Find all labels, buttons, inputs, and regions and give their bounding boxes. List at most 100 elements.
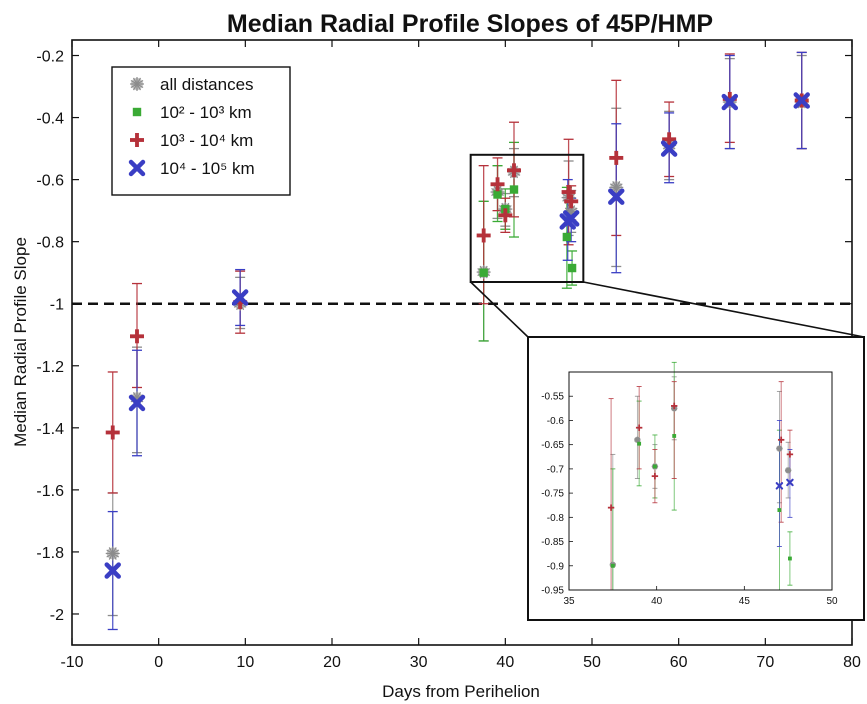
- chart-title: Median Radial Profile Slopes of 45P/HMP: [227, 10, 713, 38]
- legend-item: 10² - 10³ km: [132, 103, 252, 122]
- data-point: [479, 268, 488, 277]
- data-point: [130, 329, 144, 344]
- data-point: [509, 185, 519, 194]
- x-tick-label: 50: [583, 654, 601, 671]
- inset-data-point: [610, 563, 615, 568]
- main-plot-marks: [104, 51, 810, 631]
- y-tick-label: -0.2: [36, 49, 64, 66]
- inset-data-point: [786, 478, 794, 487]
- inset-x-tick-label: 40: [651, 596, 663, 607]
- data-point: [493, 190, 502, 199]
- inset-plot-frame: [568, 371, 833, 591]
- data-point: [608, 188, 625, 205]
- data-point: [507, 163, 521, 178]
- data-point: [105, 546, 120, 561]
- inset-data-point: [635, 424, 643, 431]
- zoom-connector-right: [583, 281, 865, 338]
- inset-data-point: [671, 402, 678, 410]
- y-tick-label: -1: [50, 297, 64, 314]
- y-tick-label: -1.2: [36, 359, 64, 376]
- y-tick-label: -0.6: [36, 173, 64, 190]
- legend-marker: [130, 77, 144, 91]
- inset-error-bar: [671, 381, 677, 479]
- inset-data-point: [651, 472, 659, 480]
- inset-data-point: [784, 467, 792, 474]
- inset-data-point: [775, 482, 784, 490]
- y-tick-label: -1.8: [36, 545, 64, 562]
- x-tick-label: 60: [670, 654, 688, 671]
- inset-axis-ticks: 35 40 45 50 -0.95 -0.9 -0.85 -0.8 -0.75 -0.7 -0.65…: [541, 392, 838, 607]
- inset-error-bar: [776, 420, 782, 547]
- inset-plot-marks: [607, 361, 794, 591]
- inset-panel: [527, 336, 865, 621]
- data-point: [721, 93, 739, 111]
- data-point: [105, 425, 120, 440]
- x-tick-label: 0: [154, 654, 163, 671]
- legend-label: 10⁴ - 10⁵ km: [160, 159, 255, 178]
- y-tick-label: -2: [50, 607, 64, 624]
- data-point: [562, 210, 580, 227]
- data-point: [562, 232, 572, 242]
- data-point: [793, 92, 810, 109]
- y-tick-label: -1.4: [36, 421, 64, 438]
- data-point: [490, 177, 505, 192]
- y-axis-label: Median Radial Profile Slope: [11, 237, 30, 447]
- data-point: [128, 394, 146, 412]
- inset-y-tick-label: -0.85: [541, 537, 564, 548]
- y-tick-label: -0.8: [36, 235, 64, 252]
- data-point: [609, 150, 624, 165]
- legend-item: 10⁴ - 10⁵ km: [128, 159, 255, 178]
- inset-chart: 35 40 45 50 -0.95 -0.9 -0.85 -0.8 -0.75 -0.7 -0.65…: [527, 336, 865, 621]
- data-point: [561, 185, 576, 200]
- legend-item: all distances: [130, 75, 254, 94]
- y-tick-label: -0.4: [36, 111, 64, 128]
- inset-y-tick-label: -0.7: [547, 464, 565, 475]
- inset-y-tick-label: -0.75: [541, 489, 564, 500]
- inset-data-point: [786, 451, 794, 458]
- x-tick-label: 80: [843, 654, 861, 671]
- data-point: [233, 295, 248, 310]
- inset-y-tick-label: -0.6: [547, 416, 565, 427]
- x-tick-label: -10: [60, 654, 83, 671]
- inset-data-point: [777, 508, 782, 512]
- inset-data-point: [607, 504, 615, 511]
- legend-marker: [130, 133, 144, 147]
- data-point: [104, 562, 121, 579]
- x-tick-label: 20: [323, 654, 341, 671]
- legend-label: 10² - 10³ km: [160, 103, 252, 122]
- data-point: [564, 194, 579, 209]
- x-tick-label: 70: [756, 654, 774, 671]
- inset-x-tick-label: 50: [826, 596, 838, 607]
- zoom-box: [469, 153, 585, 284]
- inset-x-tick-label: 45: [739, 596, 751, 607]
- x-tick-label: 40: [496, 654, 514, 671]
- data-point: [660, 140, 678, 157]
- legend-label: 10³ - 10⁴ km: [160, 131, 253, 150]
- data-point: [476, 228, 491, 243]
- x-tick-label: 30: [410, 654, 428, 671]
- legend-item: 10³ - 10⁴ km: [130, 131, 253, 150]
- legend-label: all distances: [160, 75, 254, 94]
- main-axis-ticks: -10 0 10 20 30 40 50 60 70 80 -2 -1.8 -1.6 -1.4 -1.2 -1…: [36, 40, 861, 671]
- inset-y-tick-label: -0.65: [541, 440, 564, 451]
- inset-data-point: [672, 434, 677, 438]
- legend-marker: [128, 159, 146, 177]
- x-tick-label: 10: [236, 654, 254, 671]
- data-point: [231, 289, 249, 306]
- y-tick-label: -1.6: [36, 483, 64, 500]
- inset-data-point: [777, 436, 785, 444]
- inset-y-tick-label: -0.95: [541, 586, 564, 597]
- inset-data-point: [776, 445, 783, 452]
- inset-data-point: [788, 556, 792, 561]
- data-point: [567, 263, 577, 273]
- inset-y-tick-label: -0.9: [547, 561, 565, 572]
- inset-x-tick-label: 35: [563, 596, 575, 607]
- inset-y-tick-label: -0.8: [547, 513, 565, 524]
- inset-y-tick-label: -0.55: [541, 392, 564, 403]
- inset-data-point: [652, 464, 657, 469]
- inset-data-point: [637, 441, 642, 446]
- legend-marker: [132, 107, 142, 117]
- data-point: [498, 208, 513, 223]
- zoom-connector-left: [470, 281, 529, 338]
